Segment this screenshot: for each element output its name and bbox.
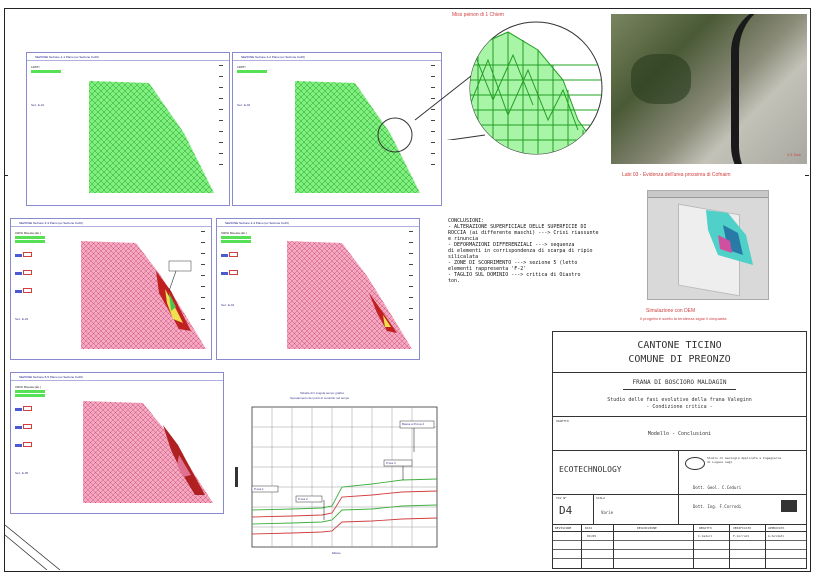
model-3d-view (647, 190, 769, 300)
panel-legend: CRISI Rivesta (ab.) Sez. E-05 (15, 385, 65, 475)
study-line-1: Studio delle fasi evolutive della frana … (607, 397, 752, 403)
graph-label-3: P.ssa 3 (386, 462, 396, 465)
graph-axis-label: Ellisse (332, 552, 341, 555)
panel-title: SEZIONE Sezione 1-1 Piano (ex Sezione 0+… (35, 55, 99, 59)
oggetto-value: Modello - Conclusioni (647, 431, 712, 437)
graph-label-4: Bassa a Prova 4 (402, 423, 425, 426)
displacement-graph: P.ssa 1 P.ssa 2 P.ssa 3 Bassa a Prova 4 … (232, 402, 444, 560)
panel-title: SEZIONE Sezione 3-3 Piano (ex Sezione 0+… (19, 221, 83, 225)
tav-value: D4 (559, 504, 573, 517)
panel-legend: CRISI Rivesta (ab.) Sez. E-04 (221, 231, 271, 307)
frame-tick-left (4, 175, 8, 176)
model-caption-1: Simulazione con DEM (646, 308, 696, 314)
section-mesh-4 (287, 241, 412, 349)
person-1: Dott. Geol. C.Ceduri (693, 485, 742, 490)
oggetto-label: OGGETTO (556, 419, 569, 423)
panel-legend: CRISI Rivesta (ab.) Sez. E-03 (15, 231, 65, 321)
title-canton: CANTONE TICINO (637, 340, 722, 351)
panel-title: SEZIONE Sezione 4-4 Piano (ex Sezione 0+… (225, 221, 289, 225)
office-sub: di Lugano sagl (707, 460, 733, 464)
tav-label: TAV N° (556, 496, 567, 500)
graph-label-2: P.ssa 2 (298, 498, 308, 501)
office-logo-icon (685, 457, 705, 470)
model-caption-2: Il progetto è scelto la tendenza sigue i… (640, 316, 727, 321)
panel-legend: LIMITI Sez. E-01 (31, 65, 81, 107)
company-name: ECOTECHNOLOGY (559, 465, 622, 474)
section-panel-3: SEZIONE Sezione 3-3 Piano (ex Sezione 0+… (10, 218, 212, 360)
site-photo: 0.1 Doc (611, 14, 807, 164)
zoom-caption: Miss peinon di 1 Chiem (452, 12, 504, 18)
project-name: FRANA DI BOSCIORO MALDAGIN (632, 379, 727, 386)
panel-legend: LIMITI Sez. E-02 (237, 65, 287, 107)
section-mesh-3 (81, 241, 206, 349)
photo-scale-label: 0.1 Doc (787, 153, 801, 156)
study-line-2: - Condizione critica - (646, 404, 713, 410)
sheet-frame (4, 8, 811, 572)
office-name: Studio di Geologia Applicata e Ingegneri… (707, 456, 782, 460)
section-mesh-2 (295, 81, 420, 193)
section-panel-2: SEZIONE Sezione 2-2 Piano (ex Sezione 0+… (232, 52, 442, 206)
corner-diagonal-lines (5, 524, 61, 570)
section-panel-4: SEZIONE Sezione 4-4 Piano (ex Sezione 0+… (216, 218, 420, 360)
graph-label-1: P.ssa 1 (254, 488, 264, 491)
graph-subtitle: Spostamento dei punti di controllo nel t… (290, 397, 350, 400)
panel-title: SEZIONE Sezione 2-2 Piano (ex Sezione 0+… (241, 55, 305, 59)
panel-title: SEZIONE Sezione 5-5 Piano (ex Sezione 0+… (19, 375, 83, 379)
scala-label: SCALA (596, 496, 606, 500)
stamp-icon (781, 500, 797, 512)
title-comune: COMUNE DI PREONZO (628, 354, 731, 365)
conclusions-notes: CONCLUSIONI: - ALTERAZIONE SUPERFICIALE … (448, 218, 599, 284)
section-panel-5: SEZIONE Sezione 5-5 Piano (ex Sezione 0+… (10, 372, 224, 514)
frame-tick-right (805, 175, 809, 176)
section-mesh-1 (89, 81, 214, 193)
section-mesh-5 (83, 401, 213, 503)
title-block: CANTONE TICINO COMUNE DI PREONZO FRANA D… (552, 331, 807, 569)
graph-title: Tabella di il singola tempo grafico (300, 392, 345, 395)
photo-caption: Labi 03 - Evidenza dell'area prossima di… (622, 172, 731, 178)
revision-table: REVISIONE DATA DESCRIZIONE REDATTO VERIF… (553, 524, 806, 568)
zoom-detail-mesh (469, 21, 603, 155)
section-panel-1: SEZIONE Sezione 1-1 Piano (ex Sezione 0+… (26, 52, 230, 206)
scala-value: Varie (601, 510, 614, 515)
person-2: Dott. Ing. F.Corrodi (693, 504, 742, 509)
